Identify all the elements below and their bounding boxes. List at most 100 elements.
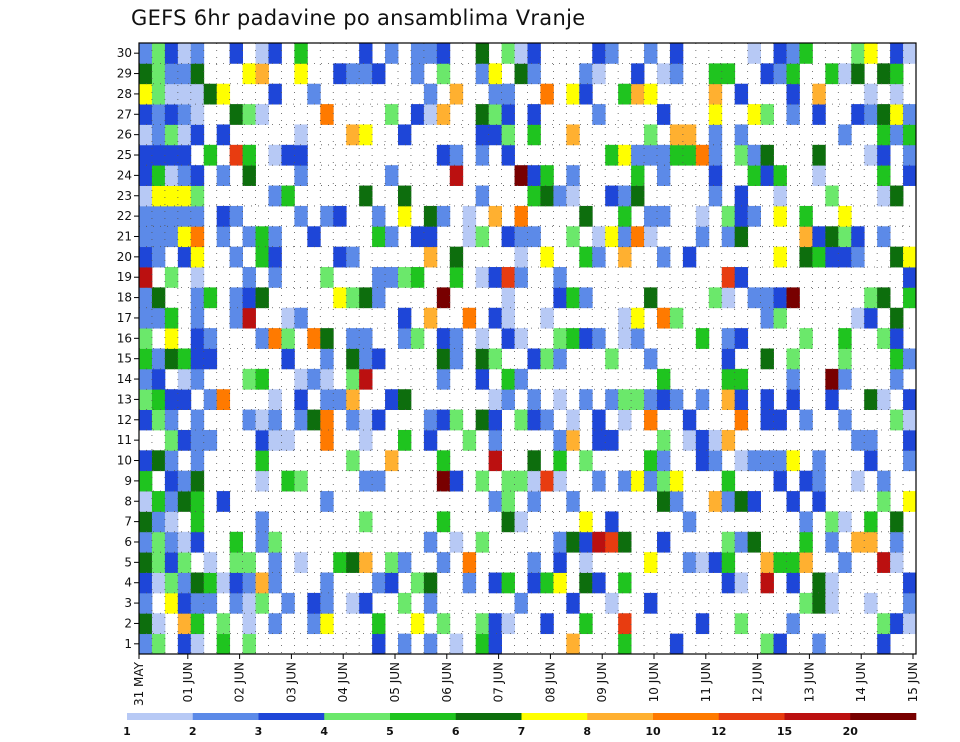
heatmap-cell xyxy=(398,389,412,410)
heatmap-cell xyxy=(346,348,360,370)
heatmap-cell xyxy=(398,633,412,655)
heatmap-cell xyxy=(449,531,464,553)
heatmap-cell xyxy=(890,83,904,105)
heatmap-cell xyxy=(177,470,192,492)
heatmap-cell xyxy=(644,43,658,64)
heatmap-cell xyxy=(242,592,256,614)
heatmap-cell xyxy=(190,491,205,512)
heatmap-cell xyxy=(721,552,736,573)
heatmap-cell xyxy=(799,409,813,431)
heatmap-cell xyxy=(773,633,787,655)
heatmap-cell xyxy=(190,470,205,492)
heatmap-cell xyxy=(734,205,749,227)
heatmap-cell xyxy=(618,307,632,329)
heatmap-cell xyxy=(890,307,904,329)
heatmap-cell xyxy=(346,409,360,431)
heatmap-cell xyxy=(566,429,580,451)
x-tick-label: 08 JUN xyxy=(543,662,557,702)
heatmap-cell xyxy=(242,633,256,655)
legend-label: 2 xyxy=(189,725,197,738)
heatmap-cell xyxy=(890,124,904,146)
heatmap-cell xyxy=(721,470,736,492)
legend-swatch xyxy=(455,713,522,720)
heatmap-cell xyxy=(669,491,684,512)
heatmap-cell xyxy=(488,633,502,655)
heatmap-cell xyxy=(514,267,528,288)
x-tick-label: 02 JUN xyxy=(233,662,247,702)
heatmap-cell xyxy=(436,511,451,533)
x-tick-label: 04 JUN xyxy=(336,662,350,702)
y-tick-label: 15 xyxy=(117,352,132,366)
heatmap-cell xyxy=(631,63,645,85)
heatmap-cell xyxy=(423,429,438,451)
heatmap-cell xyxy=(242,165,256,186)
heatmap-cell xyxy=(877,552,891,573)
heatmap-cell xyxy=(177,205,192,227)
heatmap-cell xyxy=(151,552,166,573)
heatmap-cell xyxy=(890,185,904,207)
heatmap-cell xyxy=(229,104,243,125)
heatmap-cell xyxy=(747,144,761,166)
heatmap-cell xyxy=(372,63,386,85)
heatmap-cell xyxy=(579,287,593,309)
heatmap-cell xyxy=(657,246,671,268)
heatmap-cell xyxy=(877,389,891,410)
heatmap-cell xyxy=(553,389,567,410)
heatmap-cell xyxy=(514,328,528,349)
heatmap-cell xyxy=(838,368,852,390)
heatmap-cell xyxy=(708,287,723,309)
heatmap-cell xyxy=(799,43,813,64)
heatmap-cell xyxy=(346,552,360,573)
y-tick-label: 7 xyxy=(124,515,132,529)
legend-swatch xyxy=(653,713,720,720)
heatmap-cell xyxy=(139,511,153,533)
heatmap-cell xyxy=(177,104,192,125)
heatmap-cell xyxy=(203,348,218,370)
heatmap-cell xyxy=(799,552,813,573)
heatmap-cell xyxy=(605,226,619,248)
heatmap-cell xyxy=(864,83,878,105)
heatmap-cell xyxy=(773,43,787,64)
heatmap-cell xyxy=(164,531,179,553)
heatmap-cell xyxy=(242,307,256,329)
heatmap-cell xyxy=(359,511,373,533)
heatmap-cell xyxy=(773,552,787,573)
heatmap-cell xyxy=(164,389,179,410)
legend-label: 10 xyxy=(645,725,661,738)
heatmap-cell xyxy=(514,43,528,64)
y-tick-label: 2 xyxy=(124,616,132,630)
x-tick-label: 12 JUN xyxy=(751,662,765,702)
heatmap-cell xyxy=(540,409,554,431)
heatmap-cell xyxy=(540,185,554,207)
heatmap-cell xyxy=(139,633,153,655)
legend-swatch xyxy=(784,713,851,720)
heatmap-cell xyxy=(864,592,878,614)
heatmap-cell xyxy=(242,368,256,390)
heatmap-cell xyxy=(488,572,502,594)
heatmap-cell xyxy=(825,511,839,533)
heatmap-cell xyxy=(501,43,515,64)
heatmap-cell xyxy=(268,409,282,431)
y-tick-label: 4 xyxy=(124,576,132,590)
heatmap-cell xyxy=(838,511,852,533)
heatmap-cell xyxy=(164,307,179,329)
heatmap-cell xyxy=(216,83,231,105)
heatmap-cell xyxy=(566,409,580,431)
heatmap-cell xyxy=(203,572,218,594)
heatmap-cell xyxy=(527,348,541,370)
heatmap-cell xyxy=(579,450,593,472)
heatmap-cell xyxy=(838,552,852,573)
heatmap-cell xyxy=(708,124,723,146)
heatmap-cell xyxy=(721,368,736,390)
heatmap-cell xyxy=(475,348,490,370)
heatmap-cell xyxy=(320,348,334,370)
heatmap-cell xyxy=(139,531,153,553)
y-tick-label: 16 xyxy=(117,331,132,345)
heatmap-cell xyxy=(436,409,451,431)
heatmap-cell xyxy=(268,246,282,268)
heatmap-cell xyxy=(333,552,347,573)
heatmap-cell xyxy=(216,226,231,248)
heatmap-cell xyxy=(890,43,904,64)
heatmap-cell xyxy=(773,185,787,207)
